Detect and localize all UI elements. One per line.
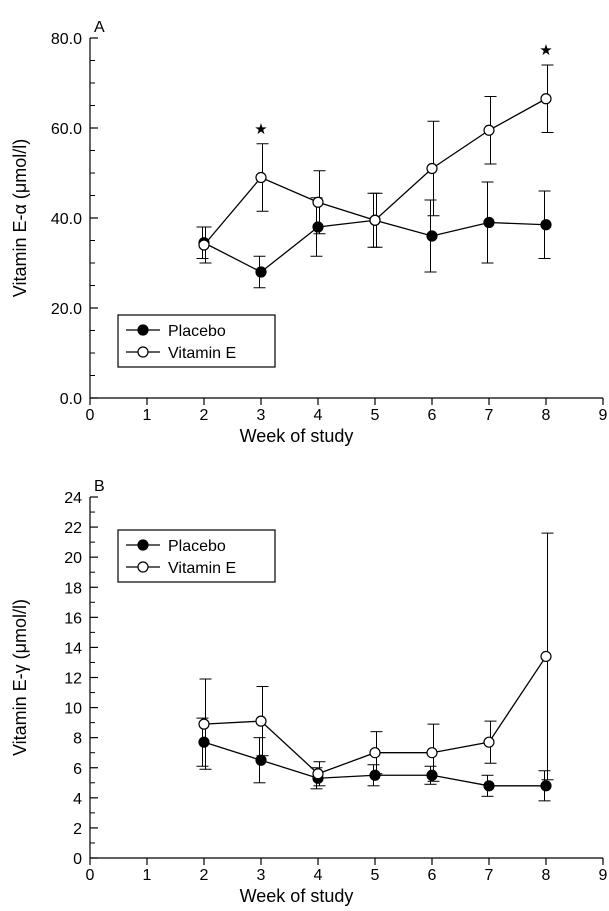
legend-label: Placebo (168, 538, 226, 555)
a-x-tick-label: 7 (485, 407, 494, 424)
data-point (426, 162, 438, 175)
a-x-tick-label: 3 (257, 407, 266, 424)
data-point (255, 266, 267, 278)
a-significance-marker: ★ (254, 121, 267, 138)
a-x-tick-label: 9 (599, 407, 608, 424)
data-point (369, 769, 381, 781)
data-point (426, 747, 438, 759)
b-y-tick-label: 10 (64, 701, 82, 718)
a-significance-marker: ★ (539, 42, 552, 59)
data-point (198, 736, 210, 748)
data-point (483, 216, 495, 229)
b-y-tick-label: 14 (64, 640, 82, 657)
legend-label: Placebo (168, 323, 226, 340)
data-point (255, 715, 267, 727)
data-point (198, 718, 210, 730)
a-y-tick-label: 80.0 (51, 31, 82, 48)
data-point (483, 124, 495, 136)
b-y-tick-label: 24 (64, 490, 82, 507)
legend-label: Vitamin E (168, 560, 236, 577)
data-point (369, 214, 381, 226)
a-y-axis-title: Vitamin E-α (μmol/l) (10, 139, 30, 297)
b-y-tick-label: 0 (73, 851, 82, 868)
a-y-tick-label: 0.0 (60, 391, 82, 408)
b-x-tick-label: 5 (371, 867, 380, 884)
data-point (426, 230, 438, 242)
b-y-tick-label: 20 (64, 550, 82, 567)
data-point (483, 780, 495, 792)
b-y-tick-label: 16 (64, 610, 82, 627)
legend-label: Vitamin E (168, 345, 236, 362)
b-x-tick-label: 1 (143, 867, 152, 884)
data-point (255, 171, 267, 184)
a-x-tick-label: 6 (428, 407, 437, 424)
data-point (540, 780, 552, 792)
data-point (540, 219, 552, 231)
data-point (255, 754, 267, 766)
data-point (369, 747, 381, 759)
data-point (198, 239, 210, 251)
data-point (312, 768, 324, 780)
legend-box (117, 314, 276, 368)
legend-marker (137, 324, 149, 336)
b-x-tick-label: 2 (200, 867, 209, 884)
b-x-tick-label: 9 (599, 867, 608, 884)
a-y-tick-label: 40.0 (51, 211, 82, 228)
b-x-tick-label: 6 (428, 867, 437, 884)
data-point (312, 221, 324, 233)
b-y-tick-label: 4 (73, 791, 82, 808)
legend-marker (137, 346, 149, 358)
b-y-tick-label: 18 (64, 580, 82, 597)
a-x-tick-label: 0 (86, 407, 95, 424)
b-x-tick-label: 7 (485, 867, 494, 884)
a-panel-label: A (94, 19, 105, 36)
a-series-placebo (196, 181, 552, 289)
data-point (540, 93, 552, 105)
a-x-tick-label: 1 (143, 407, 152, 424)
b-x-tick-label: 4 (314, 867, 323, 884)
a-x-tick-label: 5 (371, 407, 380, 424)
a-legend: Placebo Vitamin E (117, 314, 276, 368)
data-point (540, 650, 552, 663)
b-y-tick-label: 8 (73, 731, 82, 748)
b-y-tick-label: 6 (73, 761, 82, 778)
series-line (203, 219, 547, 273)
b-panel-label: B (94, 478, 105, 495)
a-y-tick-label: 60.0 (51, 121, 82, 138)
a-x-tick-label: 8 (542, 407, 551, 424)
legend-marker (137, 539, 149, 551)
b-series-placebo (196, 717, 552, 802)
a-x-tick-label: 4 (314, 407, 323, 424)
data-point (426, 769, 438, 781)
b-legend: Placebo Vitamin E (117, 529, 276, 583)
b-x-tick-label: 0 (86, 867, 95, 884)
b-y-tick-label: 2 (73, 821, 82, 838)
a-series-vitamin-e (198, 64, 554, 264)
data-point (312, 196, 324, 208)
b-x-tick-label: 8 (542, 867, 551, 884)
a-y-tick-label: 20.0 (51, 301, 82, 318)
a-x-axis-title: Week of study (240, 426, 354, 446)
b-series-vitamin-e (198, 532, 554, 787)
b-y-tick-label: 22 (64, 520, 82, 537)
legend-marker (137, 561, 149, 573)
legend-box (117, 529, 276, 583)
b-x-tick-label: 3 (257, 867, 266, 884)
b-x-axis-title: Week of study (240, 886, 354, 906)
b-y-tick-label: 12 (64, 671, 82, 688)
panel-a-chart: 0 1 2 3 4 5 6 7 8 9 0.0 20.0 40.0 60.0 80.0 Week of stu… (10, 19, 608, 446)
data-point (483, 736, 495, 748)
b-y-axis-title: Vitamin E-γ (μmol/l) (10, 599, 30, 756)
a-x-tick-label: 2 (200, 407, 209, 424)
